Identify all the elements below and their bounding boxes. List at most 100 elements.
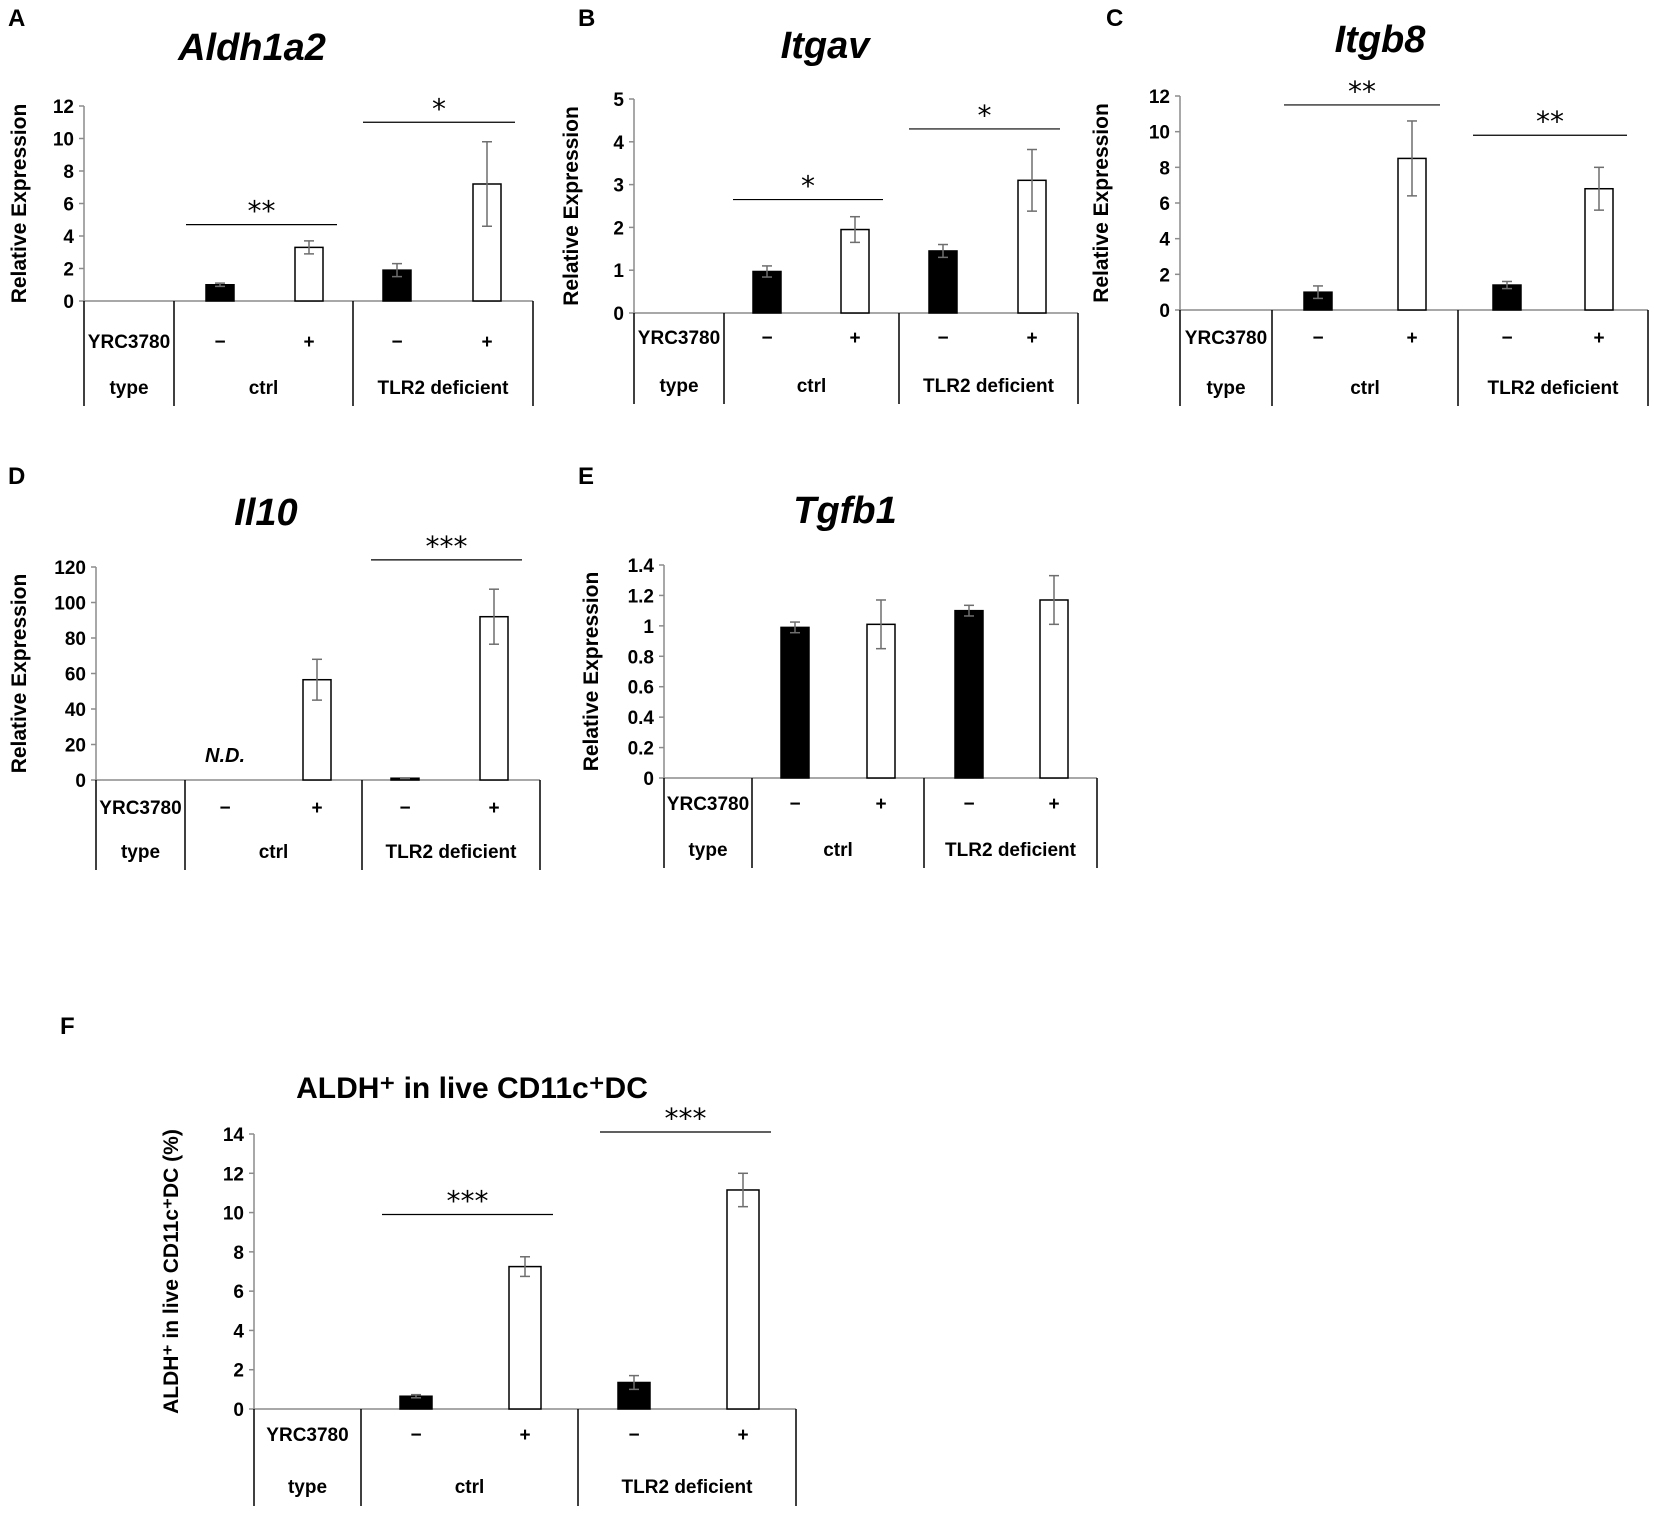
y-axis-label: Relative Expression bbox=[8, 574, 31, 774]
group-label: TLR2 deficient bbox=[378, 378, 510, 399]
table-row-label-treatment: YRC3780 bbox=[667, 794, 749, 815]
y-axis-label: ALDH⁺ in live CD11c⁺DC (%) bbox=[160, 1129, 183, 1414]
panel-letter: E bbox=[578, 463, 594, 490]
y-tick-label: 0 bbox=[233, 1400, 244, 1421]
y-tick-label: 0.4 bbox=[628, 708, 655, 729]
treatment-sign: − bbox=[963, 794, 974, 815]
treatment-sign: − bbox=[391, 332, 402, 353]
y-axis-label: Relative Expression bbox=[580, 572, 603, 772]
significance-label: ** bbox=[248, 195, 276, 228]
y-tick-label: 0 bbox=[613, 304, 624, 325]
bar bbox=[1039, 599, 1069, 779]
bar bbox=[205, 284, 235, 302]
group-label: ctrl bbox=[455, 1477, 485, 1498]
bar bbox=[866, 623, 896, 779]
y-tick-label: 10 bbox=[1149, 123, 1170, 144]
chart-panel-e: E Tgfb1 Relative Expression 0 0.2 0.4 0.6 0.8 1 1… bbox=[578, 463, 1098, 868]
chart-title: Itgav bbox=[781, 25, 872, 67]
treatment-sign: − bbox=[1312, 328, 1323, 349]
bar bbox=[508, 1265, 542, 1410]
group-label: ctrl bbox=[797, 376, 827, 397]
bar bbox=[780, 626, 810, 779]
treatment-sign: − bbox=[410, 1425, 421, 1446]
treatment-sign: − bbox=[399, 798, 410, 819]
chart-panel-f: F ALDH⁺ in live CD11c⁺DC ALDH⁺ in live CD1… bbox=[60, 1013, 797, 1506]
chart-title: Aldh1a2 bbox=[177, 27, 326, 69]
table-row-label-treatment: YRC3780 bbox=[88, 332, 170, 353]
y-tick-label: 1.2 bbox=[628, 586, 654, 607]
treatment-sign: + bbox=[481, 332, 492, 353]
y-tick-label: 4 bbox=[613, 133, 624, 154]
group-label: ctrl bbox=[249, 378, 279, 399]
treatment-sign: + bbox=[1406, 328, 1417, 349]
y-tick-label: 10 bbox=[53, 130, 74, 151]
treatment-sign: + bbox=[1048, 794, 1059, 815]
group-label: TLR2 deficient bbox=[923, 376, 1055, 397]
treatment-sign: + bbox=[849, 328, 860, 349]
bar bbox=[840, 228, 870, 314]
group-label: ctrl bbox=[259, 842, 289, 863]
y-tick-label: 8 bbox=[233, 1243, 244, 1264]
y-tick-label: 0.6 bbox=[628, 678, 654, 699]
nd-annotation: N.D. bbox=[205, 745, 245, 767]
table-row-label-treatment: YRC3780 bbox=[99, 798, 181, 819]
y-tick-label: 80 bbox=[65, 629, 86, 650]
y-tick-label: 20 bbox=[65, 736, 86, 757]
y-tick-label: 0.2 bbox=[628, 739, 654, 760]
panel-letter: B bbox=[578, 5, 595, 32]
treatment-sign: − bbox=[1501, 328, 1512, 349]
treatment-sign: − bbox=[219, 798, 230, 819]
chart-panel-b: B Itgav Relative Expression 0 1 2 3 4 5 * * YRC3780… bbox=[560, 5, 1079, 404]
table-row-label-type: type bbox=[109, 378, 148, 399]
chart-title: ALDH⁺ in live CD11c⁺DC bbox=[296, 1072, 648, 1105]
bar bbox=[954, 609, 984, 779]
y-tick-label: 0.8 bbox=[628, 647, 654, 668]
group-label: TLR2 deficient bbox=[1488, 378, 1620, 399]
y-tick-label: 5 bbox=[613, 90, 624, 111]
treatment-sign: + bbox=[1593, 328, 1604, 349]
significance-label: ** bbox=[1348, 75, 1376, 108]
y-tick-label: 2 bbox=[613, 218, 624, 239]
group-label: TLR2 deficient bbox=[945, 840, 1077, 861]
significance-label: *** bbox=[447, 1185, 489, 1218]
y-tick-label: 4 bbox=[233, 1321, 244, 1342]
y-tick-label: 14 bbox=[223, 1125, 245, 1146]
treatment-sign: − bbox=[628, 1425, 639, 1446]
table-row-label-treatment: YRC3780 bbox=[1185, 328, 1267, 349]
significance-label: * bbox=[978, 99, 992, 132]
panel-letter: D bbox=[8, 463, 25, 490]
panel-letter: F bbox=[60, 1013, 75, 1040]
group-label: ctrl bbox=[823, 840, 853, 861]
panel-letter: C bbox=[1106, 5, 1123, 32]
treatment-sign: + bbox=[1026, 328, 1037, 349]
group-label: ctrl bbox=[1350, 378, 1380, 399]
y-tick-label: 2 bbox=[63, 260, 74, 281]
table-row-label-type: type bbox=[688, 840, 727, 861]
chart-panel-c: C Itgb8 Relative Expression 0 2 4 6 8 10 12 ** ** YR… bbox=[1090, 5, 1649, 406]
y-tick-label: 100 bbox=[54, 594, 86, 615]
y-tick-label: 12 bbox=[53, 97, 74, 118]
treatment-sign: + bbox=[519, 1425, 530, 1446]
treatment-sign: + bbox=[303, 332, 314, 353]
y-tick-label: 4 bbox=[63, 227, 74, 248]
panel-letter: A bbox=[8, 5, 25, 32]
y-tick-label: 0 bbox=[75, 771, 86, 792]
chart-title: Tgfb1 bbox=[793, 490, 896, 532]
y-tick-label: 8 bbox=[1159, 158, 1170, 179]
y-tick-label: 8 bbox=[63, 162, 74, 183]
significance-label: * bbox=[801, 170, 815, 203]
y-axis-label: Relative Expression bbox=[560, 106, 583, 306]
y-tick-label: 120 bbox=[54, 558, 86, 579]
y-axis-label: Relative Expression bbox=[8, 104, 31, 304]
y-tick-label: 12 bbox=[223, 1164, 244, 1185]
y-tick-label: 3 bbox=[613, 176, 624, 197]
y-axis-label: Relative Expression bbox=[1090, 103, 1113, 303]
table-row-label-type: type bbox=[288, 1477, 327, 1498]
bar bbox=[928, 250, 958, 314]
significance-label: ** bbox=[1536, 105, 1564, 138]
y-tick-label: 4 bbox=[1159, 230, 1170, 251]
treatment-sign: − bbox=[937, 328, 948, 349]
bar bbox=[294, 246, 324, 302]
treatment-sign: + bbox=[875, 794, 886, 815]
